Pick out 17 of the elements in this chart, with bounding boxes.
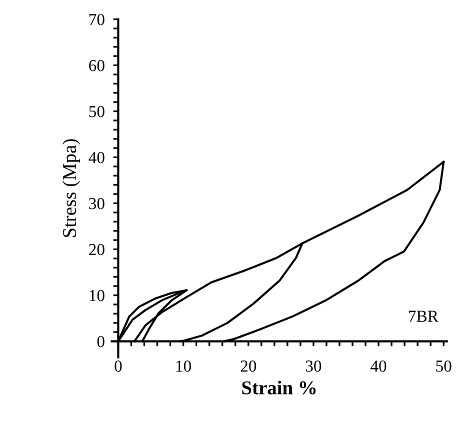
y-tick-label: 60	[89, 60, 104, 72]
x-tick-label: 0	[114, 360, 122, 372]
y-tick-label: 20	[89, 244, 104, 256]
x-axis-title: Strain %	[242, 380, 316, 394]
y-tick-label: 70	[89, 14, 104, 26]
x-tick-label: 40	[370, 360, 386, 372]
annotation: 7BR	[409, 310, 438, 322]
y-tick-label: 10	[90, 290, 104, 302]
y-axis-title: Stress (Mpa)	[62, 139, 80, 237]
x-tick-label: 10	[176, 360, 192, 372]
x-tick-label: 30	[306, 360, 322, 372]
y-tick-label: 0	[97, 336, 104, 348]
y-tick-label: 30	[89, 198, 104, 210]
y-tick-label: 50	[89, 106, 104, 118]
y-tick-label: 40	[88, 152, 104, 164]
x-tick-label: 50	[436, 360, 452, 372]
x-tick-label: 20	[240, 360, 256, 372]
